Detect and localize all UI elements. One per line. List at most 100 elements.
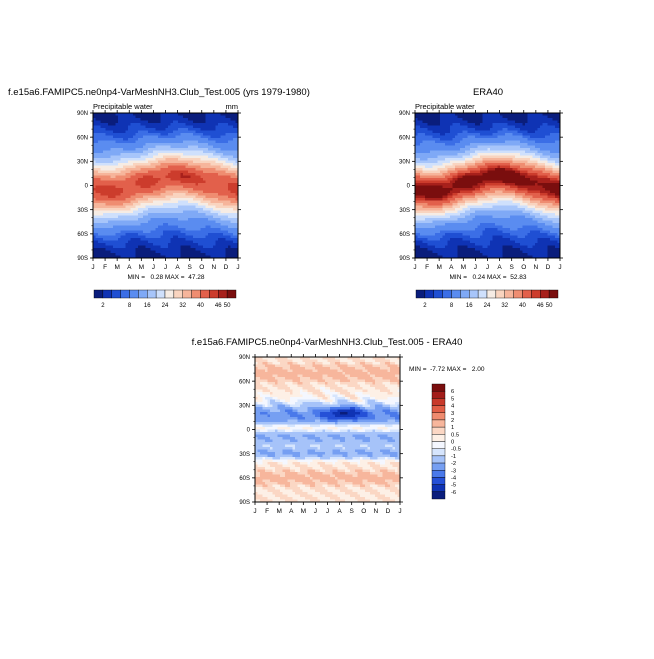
heat-cell xyxy=(218,123,221,126)
heat-cell xyxy=(218,143,221,146)
heat-cell xyxy=(193,136,196,139)
heat-cell xyxy=(168,198,171,201)
heat-cell xyxy=(166,138,169,141)
heat-cell xyxy=(206,118,209,121)
heat-cell xyxy=(233,253,236,256)
heat-cell xyxy=(181,191,184,194)
heat-cell xyxy=(206,198,209,201)
heat-cell xyxy=(186,153,189,156)
heat-cell xyxy=(438,173,441,176)
heat-cell xyxy=(141,171,144,174)
heat-cell xyxy=(178,218,181,221)
heat-cell xyxy=(213,133,216,136)
heat-cell xyxy=(128,128,131,131)
heat-cell xyxy=(468,138,471,141)
heat-cell xyxy=(121,201,124,204)
heat-cell xyxy=(538,141,541,144)
heat-cell xyxy=(96,181,99,184)
heat-cell xyxy=(153,216,156,219)
heat-cell xyxy=(438,136,441,139)
heat-cell xyxy=(113,158,116,161)
heat-cell xyxy=(138,231,141,234)
heat-cell xyxy=(103,198,106,201)
heat-cell xyxy=(525,173,528,176)
heat-cell xyxy=(198,231,201,234)
heat-cell xyxy=(540,143,543,146)
heat-cell xyxy=(470,161,473,164)
heat-cell xyxy=(96,216,99,219)
heat-cell xyxy=(133,178,136,181)
heat-cell xyxy=(151,136,154,139)
heat-cell xyxy=(528,123,531,126)
heat-cell xyxy=(148,141,151,144)
heat-cell xyxy=(226,251,229,254)
heat-cell xyxy=(118,163,121,166)
heat-cell xyxy=(133,148,136,151)
heat-cell xyxy=(181,231,184,234)
heat-cell xyxy=(158,191,161,194)
heat-cell xyxy=(126,183,129,186)
heat-cell xyxy=(555,126,558,129)
heat-cell xyxy=(133,203,136,206)
heat-cell xyxy=(186,243,189,246)
heat-cell xyxy=(420,126,423,129)
heat-cell xyxy=(216,236,219,239)
heat-cell xyxy=(141,156,144,159)
heat-cell xyxy=(553,153,556,156)
heat-cell xyxy=(126,173,129,176)
heat-cell xyxy=(211,173,214,176)
heat-cell xyxy=(418,116,421,119)
heat-cell xyxy=(198,183,201,186)
heat-cell xyxy=(151,198,154,201)
heat-cell xyxy=(178,131,181,134)
heat-cell xyxy=(176,213,179,216)
heat-cell xyxy=(226,183,229,186)
heat-cell xyxy=(233,241,236,244)
heat-cell xyxy=(510,128,513,131)
heat-cell xyxy=(126,116,129,119)
heat-cell xyxy=(523,163,526,166)
heat-cell xyxy=(213,136,216,139)
heat-cell xyxy=(533,121,536,124)
heat-cell xyxy=(156,201,159,204)
heat-cell xyxy=(191,213,194,216)
heat-cell xyxy=(468,141,471,144)
heat-cell xyxy=(483,118,486,121)
heat-cell xyxy=(203,241,206,244)
heat-cell xyxy=(420,128,423,131)
heat-cell xyxy=(126,226,129,229)
heat-cell xyxy=(198,151,201,154)
heat-cell xyxy=(216,216,219,219)
heat-cell xyxy=(101,166,104,169)
heat-cell xyxy=(510,166,513,169)
heat-cell xyxy=(206,153,209,156)
heat-cell xyxy=(478,123,481,126)
heat-cell xyxy=(126,193,129,196)
heat-cell xyxy=(438,178,441,181)
heat-cell xyxy=(121,178,124,181)
heat-cell xyxy=(490,166,493,169)
heat-cell xyxy=(485,153,488,156)
heat-cell xyxy=(196,148,199,151)
heat-cell xyxy=(201,233,204,236)
heat-cell xyxy=(201,176,204,179)
heat-cell xyxy=(183,206,186,209)
heat-cell xyxy=(158,208,161,211)
heat-cell xyxy=(103,231,106,234)
heat-cell xyxy=(133,243,136,246)
heat-cell xyxy=(503,153,506,156)
heat-cell xyxy=(233,168,236,171)
heat-cell xyxy=(96,248,99,251)
heat-cell xyxy=(231,148,234,151)
heat-cell xyxy=(126,201,129,204)
heat-cell xyxy=(141,231,144,234)
heat-cell xyxy=(198,146,201,149)
heat-cell xyxy=(156,191,159,194)
heat-cell xyxy=(103,213,106,216)
heat-cell xyxy=(206,238,209,241)
heat-cell xyxy=(515,161,518,164)
heat-cell xyxy=(540,126,543,129)
heat-cell xyxy=(433,128,436,131)
heat-cell xyxy=(128,131,131,134)
heat-cell xyxy=(483,171,486,174)
